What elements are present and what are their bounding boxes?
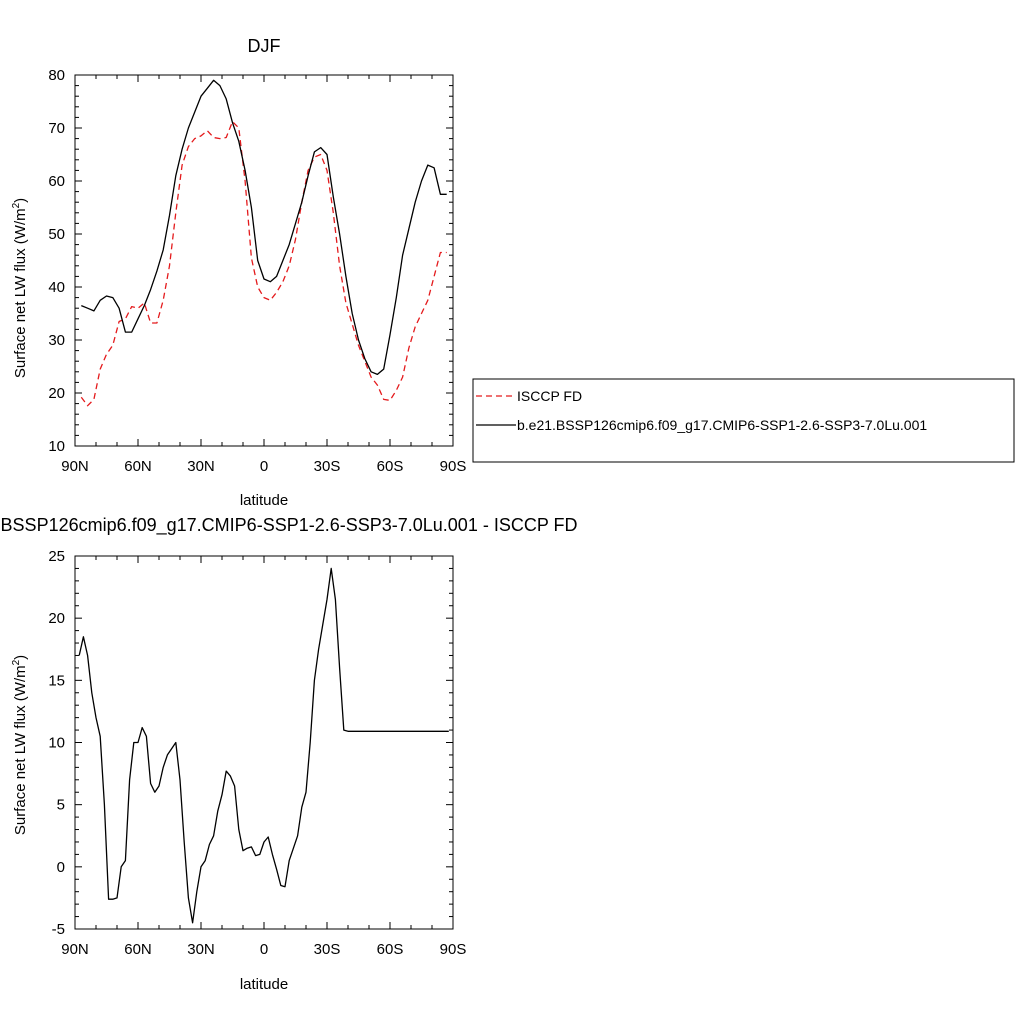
top-x-tick-label: 0 (260, 458, 268, 475)
top-x-tick-label: 90S (440, 458, 467, 475)
top-chart-title: DJF (248, 36, 281, 56)
legend-label-model: b.e21.BSSP126cmip6.f09_g17.CMIP6-SSP1-2.… (517, 417, 927, 433)
top-y-tick-label: 20 (48, 385, 65, 402)
top-x-tick-label: 30N (187, 458, 215, 475)
bottom-chart-title: b.e21.BSSP126cmip6.f09_g17.CMIP6-SSP1-2.… (0, 515, 578, 536)
bottom-y-tick-label: -5 (52, 921, 65, 938)
bottom-series-group (78, 567, 449, 924)
top-x-tick-label: 30S (314, 458, 341, 475)
bottom-x-tick-label: 0 (260, 941, 268, 958)
top-x-tick-label: 90N (61, 458, 89, 475)
bottom-x-tick-label: 30S (314, 941, 341, 958)
bottom-x-tick-label: 30N (187, 941, 215, 958)
top-axes-frame: 90N 60N 30N 0 30S 60S 90S 10 20 30 40 50 60 70 80 (48, 67, 466, 475)
legend: ISCCP FD b.e21.BSSP126cmip6.f09_g17.CMIP… (472, 378, 1015, 463)
bottom-y-axis-label-main: Surface net LW flux (W/m (12, 665, 29, 835)
bottom-x-axis-label: latitude (240, 976, 288, 993)
bottom-y-tick-label: 15 (48, 672, 65, 689)
bottom-x-tick-label: 60N (124, 941, 152, 958)
top-y-tick-label: 60 (48, 173, 65, 190)
top-y-tick-label: 50 (48, 226, 65, 243)
top-y-axis-label-close: ) (12, 198, 29, 203)
bottom-y-tick-label: 25 (48, 548, 65, 565)
bottom-y-axis-label-close: ) (12, 655, 29, 660)
top-series-group (80, 79, 447, 407)
top-panel: DJF 90N 60N 30N 0 30S 60S 90S1020304050607080 … (11, 36, 466, 509)
legend-label-isccp: ISCCP FD (517, 388, 582, 404)
top-x-axis-label: latitude (240, 492, 288, 509)
top-y-tick-label: 80 (48, 67, 65, 84)
top-y-axis-label-sup: 2 (11, 202, 22, 208)
top-series-line-0 (80, 120, 447, 407)
bottom-plot-border (74, 555, 454, 930)
bottom-axes-frame: 90N 60N 30N 0 30S 60S 90S -5 0 5 10 15 20 25 (48, 548, 466, 958)
legend-box (472, 378, 1015, 463)
top-y-axis-label-main: Surface net LW flux (W/m (12, 208, 29, 378)
top-series-line-1 (81, 79, 447, 376)
top-y-tick-label: 10 (48, 438, 65, 455)
bottom-y-axis-label: Surface net LW flux (W/m2) (11, 655, 29, 835)
top-plot-border (74, 74, 454, 447)
top-x-tick-label: 60S (377, 458, 404, 475)
bottom-y-tick-label: 5 (57, 797, 65, 814)
bottom-x-tick-label: 90S (440, 941, 467, 958)
top-y-tick-label: 40 (48, 279, 65, 296)
bottom-y-tick-label: 10 (48, 735, 65, 752)
bottom-series-line-0 (78, 567, 449, 924)
top-x-tick-label: 60N (124, 458, 152, 475)
bottom-y-axis-label-sup: 2 (11, 659, 22, 665)
bottom-x-tick-label: 60S (377, 941, 404, 958)
top-y-axis-label: Surface net LW flux (W/m2) (11, 198, 29, 378)
top-y-tick-label: 70 (48, 120, 65, 137)
top-y-tick-label: 30 (48, 332, 65, 349)
bottom-x-tick-label: 90N (61, 941, 89, 958)
bottom-y-tick-label: 20 (48, 610, 65, 627)
bottom-y-tick-label: 0 (57, 859, 65, 876)
bottom-panel: b.e21.BSSP126cmip6.f09_g17.CMIP6-SSP1-2.… (0, 515, 578, 993)
